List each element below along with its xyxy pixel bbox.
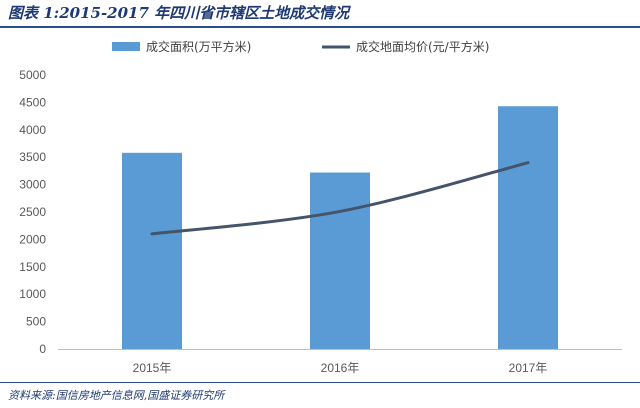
title-divider [0, 26, 640, 28]
bars [122, 106, 558, 350]
legend-bar-swatch [112, 42, 140, 51]
bar [122, 152, 182, 349]
y-tick-label: 3000 [19, 178, 46, 192]
source-divider [0, 382, 640, 383]
x-tick-label: 2015年 [133, 361, 172, 375]
y-axis-ticks: 0 500 1000 1500 2000 2500 3000 3500 4000 4500 5000 [19, 68, 46, 356]
y-tick-label: 500 [26, 315, 46, 329]
y-tick-label: 3500 [19, 150, 46, 164]
legend-line-label: 成交地面均价(元/平方米) [356, 39, 489, 54]
line-series [150, 161, 530, 236]
x-tick-label: 2016年 [321, 361, 360, 375]
x-axis: 2015年 2016年 2017年 [58, 349, 622, 375]
y-tick-label: 4000 [19, 123, 46, 137]
y-tick-label: 0 [39, 342, 46, 356]
y-tick-label: 2000 [19, 232, 46, 246]
x-tick-label: 2017年 [509, 361, 548, 375]
y-tick-label: 4500 [19, 95, 46, 109]
y-tick-label: 2500 [19, 205, 46, 219]
bar [310, 172, 370, 349]
y-tick-label: 1500 [19, 260, 46, 274]
bar [498, 106, 558, 350]
legend: 成交面积(万平方米) 成交地面均价(元/平方米) [112, 39, 489, 54]
chart: 成交面积(万平方米) 成交地面均价(元/平方米) 0 500 1000 1500 200… [19, 39, 622, 375]
figure-title: 图表 1:2015-2017 年四川省市辖区土地成交情况 [8, 4, 350, 22]
y-tick-label: 5000 [19, 68, 46, 82]
source-note: 资料来源:国信房地产信息网,国盛证券研究所 [8, 389, 225, 402]
y-tick-label: 1000 [19, 287, 46, 301]
legend-bar-label: 成交面积(万平方米) [146, 39, 251, 54]
